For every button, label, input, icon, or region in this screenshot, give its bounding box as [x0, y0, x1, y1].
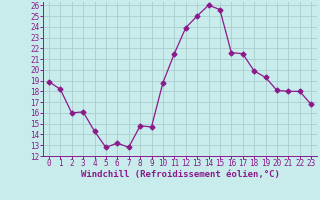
X-axis label: Windchill (Refroidissement éolien,°C): Windchill (Refroidissement éolien,°C) [81, 170, 279, 179]
